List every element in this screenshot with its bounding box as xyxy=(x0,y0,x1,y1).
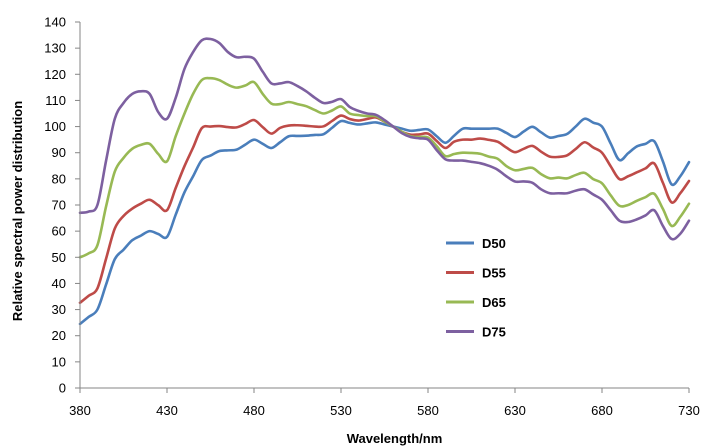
x-tick-label: 680 xyxy=(591,403,613,418)
y-axis-title: Relative spectral power distribution xyxy=(10,101,25,321)
series-line-d75 xyxy=(78,37,691,241)
y-tick-label: 110 xyxy=(45,93,66,108)
axes xyxy=(79,22,689,389)
plot-lines xyxy=(78,37,691,326)
x-tick-label: 430 xyxy=(156,403,178,418)
y-tick-label: 30 xyxy=(52,302,66,317)
y-tick-label: 90 xyxy=(52,145,66,160)
legend: D50 D55 D65 D75 xyxy=(446,236,506,340)
legend-label-d75: D75 xyxy=(482,325,506,340)
y-tick-label: 130 xyxy=(44,41,66,56)
x-axis-title: Wavelength/nm xyxy=(347,431,443,446)
x-tick-label: 380 xyxy=(69,403,91,418)
x-tick-label: 530 xyxy=(330,403,352,418)
y-tick-label: 80 xyxy=(52,171,66,186)
y-tick-label: 40 xyxy=(52,276,66,291)
x-tick-label: 730 xyxy=(678,403,700,418)
x-tick-label: 630 xyxy=(504,403,526,418)
series-line-d55 xyxy=(78,114,691,305)
y-tick-label: 70 xyxy=(52,198,66,213)
y-tick-label: 120 xyxy=(44,67,66,82)
y-tick-label: 60 xyxy=(52,224,66,239)
series-line-d50 xyxy=(78,117,691,326)
legend-label-d55: D55 xyxy=(482,266,506,281)
y-tick-label: 50 xyxy=(52,250,66,265)
y-tick-label: 140 xyxy=(44,15,66,30)
y-tick-label: 10 xyxy=(52,354,66,369)
x-ticks: 380 430 480 530 580 630 680 730 xyxy=(69,388,700,418)
legend-label-d65: D65 xyxy=(482,295,506,310)
x-tick-label: 480 xyxy=(243,403,265,418)
legend-label-d50: D50 xyxy=(482,236,506,251)
y-ticks: 0 10 20 30 40 50 60 70 80 90 100 110 120 130 140 xyxy=(44,15,80,396)
y-tick-label: 0 xyxy=(59,381,66,396)
y-tick-label: 20 xyxy=(52,328,66,343)
x-tick-label: 580 xyxy=(417,403,439,418)
y-tick-label: 100 xyxy=(44,119,66,134)
